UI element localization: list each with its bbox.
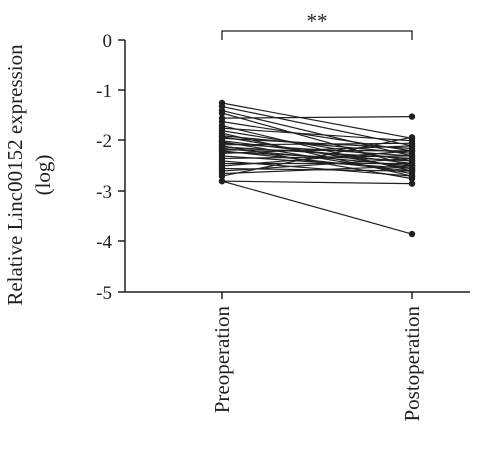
x-category-label-preoperation: Preoperation xyxy=(210,306,234,414)
y-axis-title-line2: (log) xyxy=(31,155,55,196)
post-point-23 xyxy=(408,142,416,150)
y-tick-label-4: -4 xyxy=(96,232,112,253)
pair-line-20 xyxy=(221,149,413,152)
pair-line-31 xyxy=(221,165,413,175)
pre-point-34 xyxy=(218,177,226,185)
y-tick-label-3: -3 xyxy=(96,182,112,203)
pair-line-4 xyxy=(221,116,413,119)
data-series xyxy=(218,99,416,238)
y-axis-title-line1: Relative Linc00152 expression xyxy=(3,44,27,306)
pre-point-3 xyxy=(218,109,226,117)
pair-line-28 xyxy=(221,150,413,167)
post-point-31 xyxy=(408,162,416,170)
post-point-29 xyxy=(408,167,416,175)
y-tick-0: 0 xyxy=(103,31,125,52)
pair-line-32 xyxy=(221,136,413,177)
post-point-4 xyxy=(408,113,416,120)
post-point-30 xyxy=(408,155,416,162)
y-tick-label-1: -1 xyxy=(96,81,112,102)
pair-line-30 xyxy=(221,157,413,172)
significance-label: ** xyxy=(307,9,328,33)
post-point-28 xyxy=(408,147,416,155)
y-tick-label-5: -5 xyxy=(96,283,112,304)
pair-line-7 xyxy=(221,127,413,142)
pair-line-23 xyxy=(221,145,413,154)
x-category-label-postoperation: Postoperation xyxy=(400,306,424,422)
pair-line-0 xyxy=(221,102,413,139)
y-tick-label-0: 0 xyxy=(103,31,113,52)
y-tick-2: -2 xyxy=(96,131,125,152)
y-tick-3: -3 xyxy=(96,182,125,203)
y-tick-label-2: -2 xyxy=(96,131,112,152)
post-point-26 xyxy=(408,172,416,180)
post-point-33 xyxy=(408,230,416,238)
pre-point-32 xyxy=(218,172,226,180)
y-tick-4: -4 xyxy=(96,232,125,253)
pair-line-3 xyxy=(221,112,413,167)
pair-line-34 xyxy=(221,180,413,185)
post-point-32 xyxy=(408,134,416,141)
y-ticks: 0 -1 -2 -3 -4 -5 xyxy=(96,31,125,304)
pair-line-5 xyxy=(221,121,413,152)
significance-bracket: ** xyxy=(221,9,413,40)
y-tick-5: -5 xyxy=(96,283,125,304)
post-point-34 xyxy=(408,180,416,187)
y-tick-1: -1 xyxy=(96,81,125,102)
pair-line-33 xyxy=(221,180,413,235)
